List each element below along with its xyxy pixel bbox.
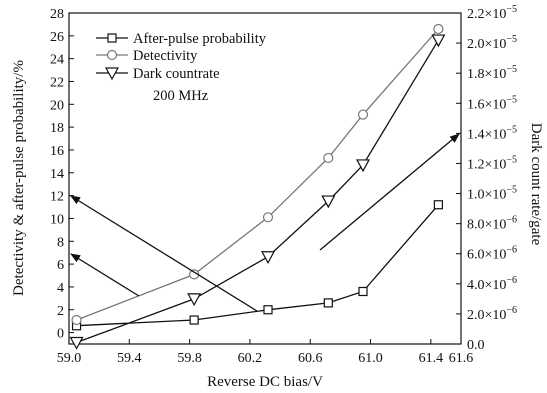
data-point-square [263, 305, 273, 315]
legend-label-detectivity: Detectivity [133, 48, 198, 64]
legend-marker-square [107, 33, 117, 43]
right-y-tick-label: 4.0×10−6 [467, 275, 517, 293]
series-line [76, 204, 439, 327]
data-point-square [189, 315, 199, 325]
series-2 [69, 34, 446, 350]
left-y-tick-label: 18 [50, 121, 64, 136]
right-y-tick-label: 1.8×10−5 [467, 64, 517, 82]
left-y-tick-label: 0 [57, 327, 64, 342]
right-y-tick-label: 1.4×10−5 [467, 124, 517, 142]
left-y-tick-label: 8 [57, 235, 64, 250]
frequency-annotation: 200 MHz [153, 88, 209, 104]
data-point-square [358, 286, 368, 297]
legend-label-darkcount: Dark countrate [133, 66, 220, 82]
right-y-tick-label: 2.0×10−5 [467, 34, 517, 52]
left-y-tick-label: 26 [50, 30, 64, 45]
left-y-tick-label: 2 [57, 304, 64, 319]
left-y-tick-label: 14 [50, 167, 64, 182]
data-point-triangle [431, 34, 446, 48]
left-y-tick-label: 12 [50, 190, 64, 205]
series-line [76, 28, 439, 321]
x-tick-label: 61.6 [449, 351, 474, 366]
legend-marker-circle [106, 49, 118, 61]
right-y-tick-label: 1.2×10−5 [467, 154, 517, 172]
data-point-triangle [261, 251, 276, 264]
legend-label-afterpulse: After-pulse probability [133, 31, 267, 47]
legend: After-pulse probability Detectivity Dark… [96, 31, 267, 104]
right-y-tick-label: 1.6×10−5 [467, 94, 517, 112]
left-y-tick-label: 16 [50, 144, 64, 159]
right-y-tick-label: 8.0×10−6 [467, 215, 517, 233]
data-point-square [323, 298, 333, 308]
legend-marker-triangle [104, 67, 120, 81]
x-tick-label: 60.6 [298, 351, 323, 366]
x-tick-label: 59.8 [177, 351, 202, 366]
data-point-triangle [355, 159, 371, 173]
x-tick-label: 61.4 [419, 351, 444, 366]
series-0 [71, 200, 443, 331]
series-layer [69, 23, 446, 350]
data-point-circle [357, 109, 369, 120]
right-y-tick-label: 2.0×10−6 [467, 305, 517, 323]
data-point-square [433, 200, 443, 210]
left-y-tick-label: 4 [57, 281, 64, 296]
left-y-tick-label: 6 [57, 258, 64, 273]
left-y-tick-label: 24 [50, 53, 64, 68]
arrow-detectivity-to-left-axis [70, 253, 140, 297]
data-point-triangle [69, 336, 84, 350]
left-y-tick-label: 20 [50, 98, 64, 113]
left-y-axis-title: Detectivity & after-pulse probability/% [11, 60, 27, 296]
series-1 [71, 23, 444, 326]
x-tick-label: 60.2 [238, 351, 263, 366]
data-point-circle [71, 314, 82, 326]
x-tick-label: 61.0 [358, 351, 383, 366]
right-y-tick-label: 6.0×10−6 [467, 245, 517, 263]
data-point-circle [262, 212, 274, 223]
x-tick-label: 59.0 [57, 351, 82, 366]
right-y-axis-title: Dark count rate/gate [528, 123, 544, 246]
right-y-tick-label: 1.0×10−5 [467, 185, 517, 203]
right-y-axis-ticks: 0.0 2.0×10−6 4.0×10−6 6.0×10−6 8.0×10−6 1.0×1… [456, 4, 517, 353]
arrow-afterpulse-to-left-axis [70, 195, 258, 312]
data-point-triangle [187, 293, 202, 307]
x-tick-label: 59.4 [117, 351, 142, 366]
left-y-tick-label: 10 [50, 212, 64, 227]
left-y-tick-label: 28 [50, 7, 64, 22]
data-point-triangle [321, 195, 336, 209]
left-y-tick-label: 22 [50, 75, 64, 90]
series-line [76, 39, 439, 344]
data-point-circle [323, 152, 334, 164]
plot-frame [68, 12, 462, 345]
arrow-darkcount-to-right-axis [319, 133, 460, 251]
x-axis-title: Reverse DC bias/V [207, 374, 323, 390]
axis-arrows [70, 133, 460, 312]
data-point-circle [433, 23, 444, 35]
x-axis-ticks: 59.0 59.4 59.8 60.2 60.6 61.0 61.4 61.6 [57, 339, 474, 366]
right-y-tick-label: 2.2×10−5 [467, 4, 517, 22]
right-y-tick-label: 0.0 [467, 338, 485, 353]
